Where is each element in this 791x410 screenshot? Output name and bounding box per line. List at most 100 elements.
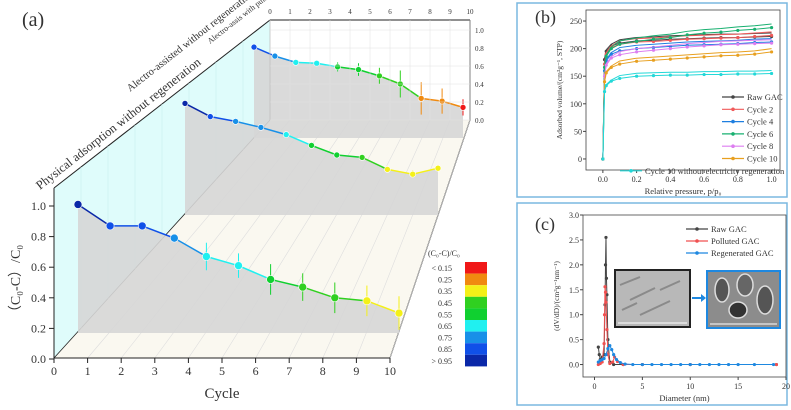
back-y-tick-label: 1.0 [475,27,484,35]
data-point [612,362,616,367]
data-point [409,170,417,178]
plot-frame [582,214,787,378]
data-point [688,362,692,367]
colorbar-label: 0.55 [438,310,452,319]
colorbar-label: 0.75 [438,334,452,343]
data-point [685,45,689,49]
back-x-tick-label: 9 [448,8,452,16]
y-tick-label: 250 [570,17,582,26]
legend-marker [731,95,735,99]
data-point [719,43,723,47]
x-axis-label: Relative pressure, p/p₀ [645,186,722,196]
data-point [774,362,779,367]
x-tick-label: 1 [85,364,91,378]
back-y-tick-label: 0.2 [475,99,484,107]
axes: 0 1 2 3 4 5 6 7 8 9 10 0.0 0.2 0.4 0.6 0.8 1.0 0 1 2 3 4 5 6 7 8 9… [31,8,484,378]
x-tick-label: 0.4 [665,175,675,184]
colorbar-label: 0.85 [438,345,452,354]
series-segment [235,120,262,129]
legend-marker [731,119,735,124]
data-point [73,200,83,209]
colorbar-legend: (C₀-C)/C₀ < 0.15 0.25 0.35 0.45 0.55 0.65 0.75… [428,249,487,367]
data-point [618,53,622,57]
x-tick-label: 15 [734,382,742,391]
legend-marker [695,251,699,255]
data-point [668,38,672,42]
data-point [602,313,607,317]
data-point [384,166,391,173]
data-point [719,30,723,34]
back-x-tick-label: 6 [388,8,392,16]
data-point [769,50,774,54]
x-tick-label: 0.2 [632,175,642,184]
data-point [604,352,608,357]
x-tick-label: 6 [253,364,259,378]
colorbar-label: 0.25 [438,276,452,285]
data-point [618,42,622,46]
series-segment [238,264,271,281]
back-x-tick-label: 2 [308,8,312,16]
data-point [618,360,622,365]
panel-label-a: (a) [22,9,44,31]
data-point [685,33,689,37]
y-tick-label: 2.5 [569,236,579,245]
data-point [651,74,656,78]
series-segment [399,83,422,100]
data-point [271,52,279,60]
back-y-tick-label: 0.6 [475,63,484,71]
x-tick-label: 10 [686,382,694,391]
series-segment [184,102,211,118]
grid-line [389,119,471,359]
legend-marker [731,107,735,112]
panel-c: (c) 0 5 10 15 20 0.0 0.5 1.0 1.5 2.0 2.5 3.0 Diamete… [516,202,790,406]
data-point [333,151,341,159]
x-tick-label: 3 [152,364,158,378]
data-point [736,362,740,367]
y-tick-label: 0.0 [569,361,579,370]
data-point [769,26,774,30]
data-point [282,131,290,138]
data-point [459,104,467,111]
y-tick-label: 100 [570,100,582,109]
x-tick-label: 1.0 [767,175,777,184]
data-point [234,261,243,270]
data-point [752,362,757,367]
data-point [434,164,442,172]
data-point [702,37,706,41]
back-x-tick-label: 3 [328,8,332,16]
data-point [771,362,776,367]
series-segment [311,144,338,156]
data-point [618,76,622,81]
x-tick-label: 4 [185,364,191,378]
back-x-tick-label: 1 [288,8,292,16]
data-point [736,28,740,33]
data-point [702,55,706,59]
data-point [668,57,672,61]
x-tick-label: 5 [640,382,644,391]
data-point [602,342,606,346]
data-point [736,53,740,57]
data-point [292,59,300,66]
data-point [232,118,239,125]
data-point [202,252,211,261]
data-point [679,362,683,367]
data-point [207,113,214,120]
colorbar-swatch [465,331,487,344]
data-point [651,37,656,41]
data-point [257,124,265,131]
series-segment [173,237,207,258]
x-tick-label: 0 [51,364,57,378]
data-point [417,95,425,102]
x-tick-label: 10 [384,364,396,378]
back-x-tick-label: 8 [428,8,432,16]
data-point [376,72,383,80]
y-axis-label: Adsorbed volume/(cm³g⁻¹, STP) [555,40,564,139]
data-point [137,221,147,231]
series-plane [254,47,463,138]
series-desorption-line [602,39,772,159]
data-point [604,276,609,280]
colorbar-label: 0.45 [438,299,452,308]
series-desorption-line [602,48,772,159]
data-point [707,362,711,367]
data-point [612,352,616,357]
